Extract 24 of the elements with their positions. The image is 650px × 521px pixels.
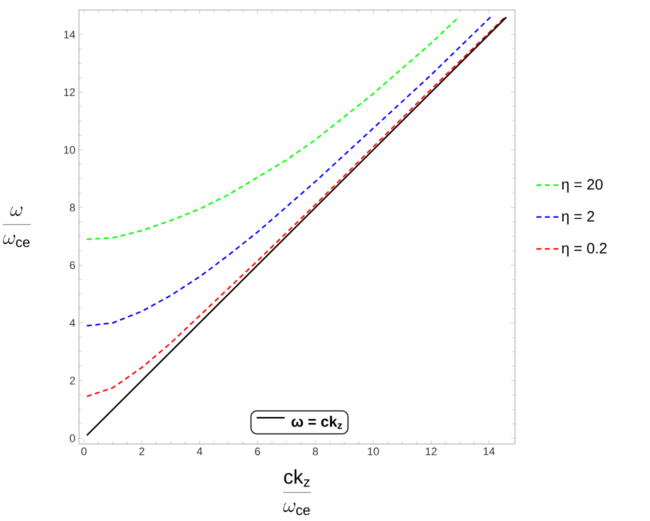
x-tick-label: 12: [426, 448, 437, 456]
x-tick-label: 2: [139, 448, 144, 456]
y-tick-label: 10: [64, 146, 76, 154]
line-series: [86, 16, 492, 327]
y-axis-title: $\frac{\omega}{\omega_{\mathrm{ce}}}$: [2, 206, 31, 248]
legend-label: ω = ck$_{z}$: [292, 416, 342, 429]
x-tick-label: 8: [312, 448, 318, 456]
legend-label: η = 2: [562, 211, 594, 225]
legend-label: η = 20: [562, 179, 603, 193]
y-tick-label: 8: [70, 204, 75, 212]
y-tick-label: 2: [70, 376, 75, 384]
x-tick-label: 0: [81, 448, 87, 456]
x-axis-title: $\frac{\mathrm{ck_{z}}}{\omega_{\mathrm{ce}}}$: [283, 469, 311, 516]
x-tick-label: 4: [196, 448, 202, 456]
y-tick-label: 14: [64, 30, 76, 38]
y-tick-label: 0: [70, 434, 76, 442]
legend-label: η = 0.2: [562, 242, 607, 256]
y-tick-label: 4: [70, 319, 76, 327]
x-tick-label: 10: [368, 448, 379, 456]
y-tick-label: 12: [64, 88, 75, 96]
line-series: [86, 16, 460, 240]
x-tick-label: 14: [484, 448, 495, 456]
y-tick-label: 6: [70, 261, 75, 270]
x-tick-label: 6: [255, 448, 260, 456]
